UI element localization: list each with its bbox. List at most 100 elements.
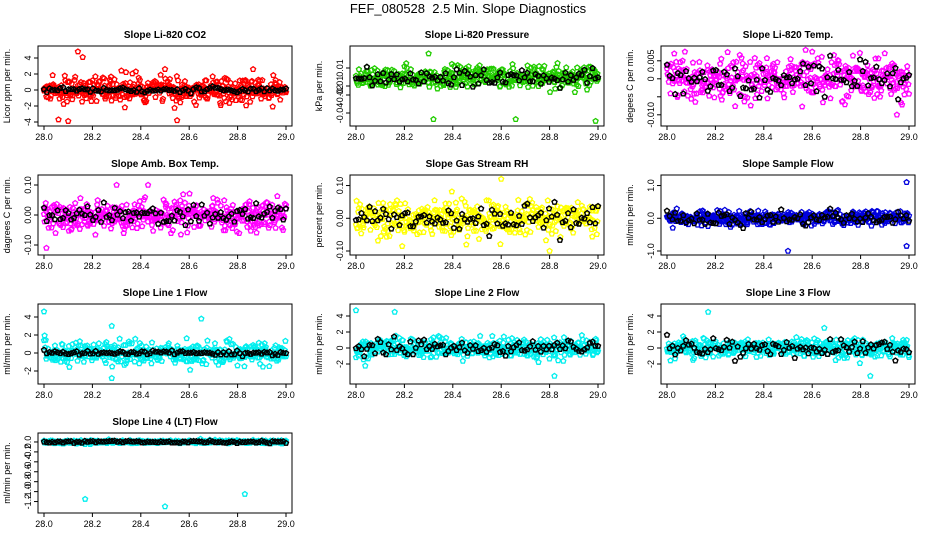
panel-3-point-black — [843, 78, 850, 86]
panel-6-point-black — [669, 215, 676, 223]
panel-3-point — [696, 58, 703, 65]
panel-2-point-black — [578, 71, 586, 78]
panel-4-point-black — [277, 205, 284, 213]
panel-7-point-black — [127, 348, 135, 355]
panel-5-point-black — [556, 236, 564, 243]
panel-6-point-black — [663, 207, 671, 214]
panel-7-point — [226, 335, 233, 342]
panel-3-point-black — [786, 73, 793, 81]
panel-3-point-black — [767, 88, 774, 95]
panel-4-point — [141, 193, 149, 201]
panel-3-point — [894, 84, 901, 92]
panel-5-point — [379, 215, 386, 222]
panel-5-point-black — [426, 213, 433, 220]
panel-4-point — [45, 224, 52, 231]
panel-8-point-black — [398, 345, 406, 352]
panel-3-point-black — [900, 75, 907, 82]
panel-7-point-black — [157, 349, 165, 356]
panel-3-point — [905, 80, 912, 88]
panel-2-point-black — [502, 79, 509, 86]
panel-9-point — [730, 348, 738, 355]
panel-4-point — [209, 202, 216, 209]
panel-3-point-black — [818, 65, 826, 72]
panel-4-points — [40, 181, 290, 251]
panel-10-ytick-label: -0.2 — [23, 444, 33, 460]
panel-4-point-black — [258, 214, 265, 221]
panel-3-point — [887, 90, 895, 97]
panel-9-point-black — [794, 345, 801, 352]
panel-6-xtick-label: 28.6 — [803, 261, 821, 271]
panel-3-point — [819, 86, 826, 93]
panel-2-point-black — [477, 72, 485, 79]
panel-5-point — [518, 207, 525, 215]
panel-3-point — [876, 93, 884, 100]
panel-2-point — [563, 64, 570, 71]
panel-1-point-black — [108, 86, 116, 94]
panel-3-point — [867, 88, 874, 95]
panel-4-point-black — [127, 217, 135, 224]
panel-9-point-black — [892, 357, 899, 364]
panel-9-point-black — [878, 339, 886, 346]
panel-5-point-black — [553, 211, 561, 218]
panel-8-point-black — [534, 342, 542, 349]
panel-1-point — [92, 73, 99, 80]
panel-8-point-black — [529, 337, 537, 345]
panel-7-point-black — [78, 349, 86, 357]
panel-3-point-black — [737, 92, 744, 100]
panel-6-point-black — [679, 211, 687, 219]
panel-8-point-black — [404, 350, 411, 358]
panel-3-point — [681, 48, 689, 55]
panel-3-point-black — [813, 87, 820, 95]
panel-5-point — [433, 206, 441, 214]
panel-2-point-black — [458, 81, 466, 89]
panel-2-ytick-label: -0.02 — [335, 85, 345, 106]
panel-9-point-black — [815, 345, 823, 352]
panel-5-point — [420, 228, 427, 235]
panel-9-point-black — [826, 335, 834, 343]
panel-4-ylabel: dagrees C per min. — [2, 177, 12, 254]
panel-7-point-black — [135, 350, 143, 357]
panel-7-point — [42, 336, 49, 343]
panel-1-point-black — [211, 84, 219, 91]
panel-1-point-black — [201, 87, 208, 95]
panel-9-point-black — [699, 350, 706, 357]
panel-1-frame — [37, 45, 293, 127]
panel-4-point-black — [214, 214, 222, 221]
panel-1-point — [143, 97, 150, 105]
panel-6-point — [674, 215, 681, 222]
panel-3-point-black — [693, 77, 701, 85]
panel-3-point — [875, 55, 882, 62]
panel-1-point-black — [127, 87, 135, 95]
panel-4-point-black — [195, 217, 203, 224]
panel-5-point — [522, 231, 529, 238]
panel-7-point — [190, 356, 198, 363]
panel-1-point — [93, 97, 100, 104]
panel-3-point — [824, 65, 831, 73]
panel-7-point-black — [187, 349, 195, 356]
panel-2-point — [355, 65, 363, 73]
panel-5-point-black — [494, 220, 501, 227]
panel-5-point-black — [458, 210, 466, 217]
panel-8-point — [496, 337, 504, 344]
panel-5-point-black — [488, 206, 496, 213]
panel-7-point-black — [263, 349, 271, 356]
panel-4-point — [278, 224, 286, 231]
panel-3-point-black — [832, 75, 839, 82]
panel-5-point — [510, 213, 517, 221]
panel-6-point-black — [701, 220, 709, 227]
panel-3-point — [704, 62, 711, 69]
panel-9-point — [811, 335, 818, 342]
panel-2-point — [425, 50, 432, 57]
panel-5-point — [475, 235, 483, 242]
panel-2-point — [476, 62, 483, 69]
panel-4-point — [229, 224, 236, 231]
panel-10-title: Slope Line 4 (LT) Flow — [112, 417, 218, 428]
panel-8-point — [467, 338, 474, 346]
panel-5-point-black — [581, 215, 588, 222]
panel-2-point-black — [496, 69, 504, 76]
panel-1-point-black — [56, 84, 64, 92]
panel-5-point — [521, 216, 528, 223]
panel-1-point-black — [48, 86, 56, 93]
panel-8-point — [396, 334, 403, 341]
panel-8-point-black — [368, 341, 376, 349]
